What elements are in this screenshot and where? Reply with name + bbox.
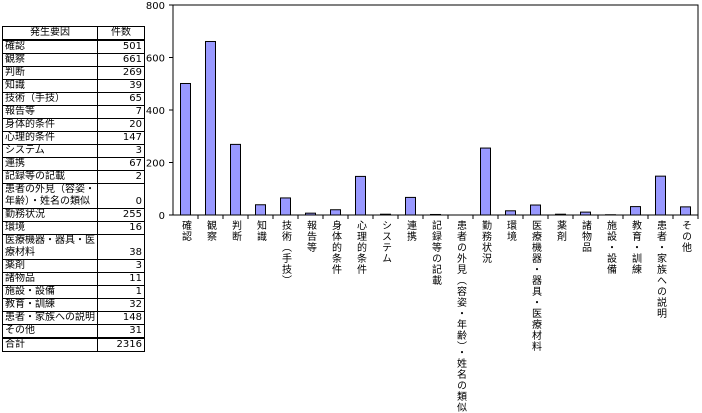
y-tick-label: 200: [146, 159, 165, 170]
bar: [256, 205, 266, 215]
x-tick-label: 記録等の記載: [430, 220, 441, 286]
x-tick-label: 連携: [405, 220, 416, 242]
x-tick-label: 環境: [505, 220, 516, 242]
bar: [181, 83, 191, 215]
bar: [206, 41, 216, 215]
x-tick-label: 施設・設備: [605, 220, 616, 275]
x-tick-label: 患者の外見（容姿・年齢）・姓名の類似: [455, 220, 466, 413]
x-tick-label: 医療機器・器具・医療材料: [530, 220, 541, 352]
y-tick-label: 600: [146, 54, 165, 65]
x-tick-label: 心理的条件: [355, 220, 366, 275]
x-tick-label: 報告等: [305, 220, 316, 253]
x-tick-label: 技術（手技）: [280, 220, 291, 286]
bar: [556, 214, 566, 215]
bar: [481, 148, 491, 215]
x-tick-label: 教育・訓練: [630, 220, 641, 275]
y-tick-label: 800: [146, 1, 165, 12]
x-tick-label: 知識: [255, 220, 266, 242]
bar: [656, 176, 666, 215]
x-tick-label: その他: [680, 220, 691, 253]
bar: [406, 197, 416, 215]
bar: [531, 205, 541, 215]
bar: [281, 198, 291, 215]
x-tick-label: 薬剤: [555, 220, 566, 242]
x-tick-label: 患者・家族への説明: [655, 220, 666, 319]
x-tick-label: 諸物品: [580, 220, 591, 253]
plot-area: [173, 5, 698, 215]
x-tick-label: 確認: [180, 220, 191, 242]
x-tick-label: 身体的条件: [330, 220, 341, 275]
x-tick-label: 判断: [230, 220, 241, 242]
bar: [506, 211, 516, 215]
y-tick-label: 400: [146, 106, 165, 117]
bar: [431, 214, 441, 215]
bar: [306, 213, 316, 215]
bar: [381, 214, 391, 215]
x-tick-label: システム: [380, 220, 391, 264]
bar: [581, 212, 591, 215]
bar: [231, 144, 241, 215]
bar: [631, 207, 641, 215]
bar: [356, 176, 366, 215]
bar: [681, 207, 691, 215]
x-tick-label: 勤務状況: [480, 220, 491, 264]
y-tick-label: 0: [159, 211, 165, 222]
bar: [331, 210, 341, 215]
x-tick-label: 観察: [205, 220, 216, 242]
